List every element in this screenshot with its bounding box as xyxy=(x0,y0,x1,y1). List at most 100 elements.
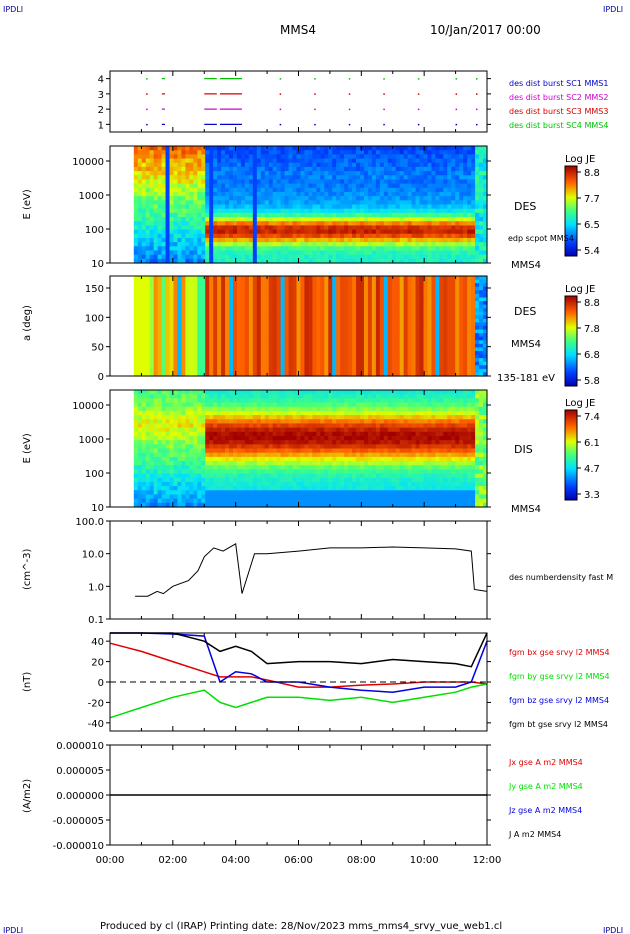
des-energy-cell xyxy=(133,187,139,193)
des-energy-cell xyxy=(435,233,440,239)
des-pitch-cell xyxy=(137,329,143,334)
des-energy-cell xyxy=(455,258,460,264)
des-energy-cell xyxy=(217,242,222,247)
des-energy-cell xyxy=(201,229,206,235)
des-energy-cell xyxy=(264,150,270,155)
des-energy-cell xyxy=(435,204,440,210)
des-pitch-cell xyxy=(383,290,389,295)
des-energy-cell xyxy=(348,254,353,260)
des-energy-cell xyxy=(268,217,274,222)
des-energy-cell xyxy=(483,217,488,222)
des-pitch-cell xyxy=(304,301,310,306)
des-pitch-cell xyxy=(399,304,405,309)
des-pitch-cell xyxy=(423,301,429,306)
des-energy-cell xyxy=(328,154,333,160)
des-energy-cell xyxy=(268,246,274,252)
des-pitch-cell xyxy=(324,343,329,349)
des-energy-cell xyxy=(427,200,433,206)
des-pitch-cell xyxy=(137,322,143,327)
des-pitch-cell xyxy=(260,318,266,324)
des-pitch-cell xyxy=(340,347,345,352)
des-energy-cell xyxy=(475,212,480,218)
des-pitch-cell xyxy=(431,351,437,356)
burst-dot xyxy=(417,123,420,126)
des-pitch-cell xyxy=(344,372,349,377)
des-energy-cell xyxy=(427,150,433,155)
des-energy-cell xyxy=(193,246,198,252)
des-pitch-cell xyxy=(185,340,190,345)
des-pitch-cell xyxy=(367,286,373,291)
des-energy-cell xyxy=(185,162,190,168)
des-pitch-cell xyxy=(411,276,417,281)
des-energy-cell xyxy=(391,246,397,252)
des-energy-cell xyxy=(344,196,349,201)
des-pitch-cell xyxy=(157,315,163,320)
des-energy-cell xyxy=(423,208,429,214)
des-pitch-cell xyxy=(379,315,385,320)
des-pitch-cell xyxy=(316,351,321,356)
des-pitch-cell xyxy=(451,276,456,281)
des-energy-colorbar-title: Log JE xyxy=(565,154,595,165)
des-pitch-cell xyxy=(340,372,345,377)
des-pitch-cell xyxy=(423,351,429,356)
des-energy-cell xyxy=(296,187,302,193)
des-energy-cell xyxy=(185,254,190,260)
des-energy-cell xyxy=(467,171,472,176)
des-energy-cell xyxy=(371,246,377,252)
des-energy-cell xyxy=(221,233,226,239)
des-pitch-cell xyxy=(375,297,381,302)
des-energy-cell xyxy=(411,221,417,226)
des-energy-cell xyxy=(407,225,413,231)
des-energy-cell xyxy=(268,242,274,247)
des-pitch-cell xyxy=(340,354,345,359)
des-energy-cell xyxy=(133,162,139,168)
des-pitch-cell xyxy=(189,308,194,313)
des-pitch-cell xyxy=(435,354,440,359)
des-energy-cell xyxy=(248,158,254,164)
des-pitch-cell xyxy=(344,368,349,374)
des-energy-cell xyxy=(483,196,488,201)
des-energy-cell xyxy=(403,217,409,222)
des-energy-cell xyxy=(205,221,210,226)
des-energy-cell xyxy=(320,242,325,247)
des-pitch-cell xyxy=(399,365,405,370)
des-energy-cell xyxy=(209,154,214,160)
des-energy-cell xyxy=(300,200,306,206)
des-energy-cell xyxy=(248,154,254,160)
des-pitch-cell xyxy=(447,276,452,281)
des-energy-cell xyxy=(316,254,321,260)
des-pitch-cell xyxy=(161,279,167,284)
des-energy-cell xyxy=(316,187,321,193)
des-pitch-cell xyxy=(352,333,357,338)
des-energy-cell xyxy=(360,258,365,264)
des-pitch-cell xyxy=(316,347,321,352)
des-pitch-cell xyxy=(399,340,405,345)
des-energy-cell xyxy=(427,212,433,218)
des-pitch-cell xyxy=(268,326,274,331)
des-pitch-cell xyxy=(229,372,234,377)
des-energy-cell xyxy=(387,246,393,252)
des-energy-cell xyxy=(348,183,353,189)
des-pitch-cell xyxy=(344,318,349,324)
des-energy-cell xyxy=(324,175,329,181)
des-pitch-cell xyxy=(304,276,310,281)
des-energy-cell xyxy=(399,187,405,193)
des-energy-cell xyxy=(463,212,468,218)
des-pitch-cell xyxy=(284,297,290,302)
des-pitch-cell xyxy=(225,336,230,341)
des-energy-cell xyxy=(233,150,238,155)
des-pitch-cell xyxy=(288,358,294,363)
des-energy-cell xyxy=(217,200,222,206)
des-energy-cell xyxy=(375,212,381,218)
des-pitch-cell xyxy=(304,372,310,377)
des-pitch-cell xyxy=(320,297,325,302)
des-energy-cell xyxy=(256,200,262,206)
des-energy-cell xyxy=(296,217,302,222)
des-energy-cell xyxy=(360,200,365,206)
des-energy-cell xyxy=(344,154,349,160)
des-energy-cell xyxy=(367,146,373,151)
des-pitch-cell xyxy=(395,315,401,320)
des-energy-cell xyxy=(213,246,218,252)
des-energy-cell xyxy=(411,258,417,264)
des-pitch-cell xyxy=(399,347,405,352)
